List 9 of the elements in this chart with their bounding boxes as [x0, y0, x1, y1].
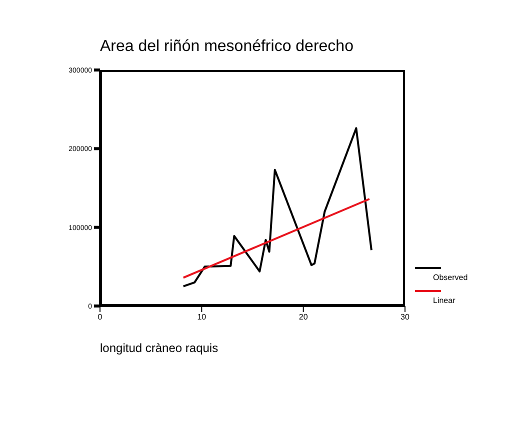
x-tick-label: 30	[400, 312, 410, 322]
legend-label: Observed	[433, 273, 468, 282]
line-series	[182, 127, 372, 288]
x-axis-title: longitud cràneo raquis	[100, 341, 218, 355]
chart-title: Area del riñón mesonéfrico derecho	[100, 38, 354, 56]
legend-label: Linear	[433, 296, 456, 305]
x-tick-label: 0	[98, 312, 103, 322]
x-tick-label: 20	[298, 312, 308, 322]
x-tick-label: 10	[197, 312, 207, 322]
